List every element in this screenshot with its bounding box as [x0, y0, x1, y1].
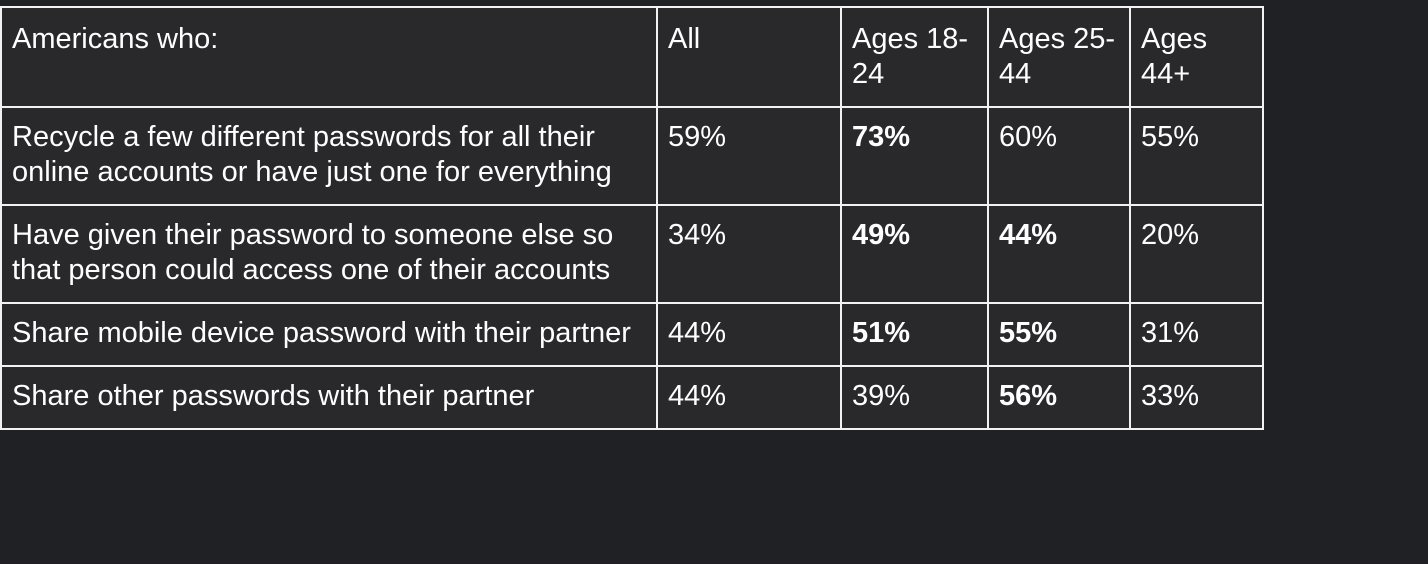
value-cell: 33% — [1129, 365, 1264, 430]
value-cell: 44% — [987, 204, 1131, 304]
value-cell: 31% — [1129, 302, 1264, 367]
row-label: Share other passwords with their partner — [0, 365, 658, 430]
header-cell: Ages 18-24 — [840, 6, 989, 108]
table-row: Recycle a few different passwords for al… — [0, 106, 1264, 206]
data-table: Americans who: All Ages 18-24 Ages 25-44 Age… — [0, 6, 1264, 430]
value-cell: 39% — [840, 365, 989, 430]
row-label: Share mobile device password with their … — [0, 302, 658, 367]
header-cell: Ages 25-44 — [987, 6, 1131, 108]
table-row: Have given their password to someone els… — [0, 204, 1264, 304]
header-cell: All — [656, 6, 842, 108]
value-cell: 56% — [987, 365, 1131, 430]
value-cell: 55% — [987, 302, 1131, 367]
table-row: Share other passwords with their partner… — [0, 365, 1264, 430]
value-cell: 44% — [656, 365, 842, 430]
value-cell: 55% — [1129, 106, 1264, 206]
value-cell: 73% — [840, 106, 989, 206]
value-cell: 51% — [840, 302, 989, 367]
header-cell: Americans who: — [0, 6, 658, 108]
row-label: Recycle a few different passwords for al… — [0, 106, 658, 206]
value-cell: 59% — [656, 106, 842, 206]
row-label: Have given their password to someone els… — [0, 204, 658, 304]
value-cell: 60% — [987, 106, 1131, 206]
table-body: Recycle a few different passwords for al… — [0, 106, 1264, 430]
value-cell: 20% — [1129, 204, 1264, 304]
table-row: Share mobile device password with their … — [0, 302, 1264, 367]
header-row: Americans who: All Ages 18-24 Ages 25-44 Age… — [0, 6, 1264, 108]
value-cell: 34% — [656, 204, 842, 304]
value-cell: 44% — [656, 302, 842, 367]
value-cell: 49% — [840, 204, 989, 304]
header-cell: Ages 44+ — [1129, 6, 1264, 108]
